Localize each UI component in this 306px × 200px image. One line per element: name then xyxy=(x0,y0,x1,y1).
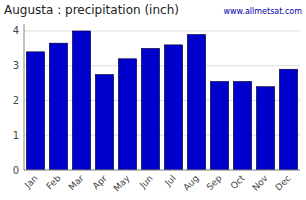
x-tick-label: Aug xyxy=(181,173,201,193)
bar xyxy=(164,45,182,170)
grid-line xyxy=(24,170,300,171)
x-tick-label: Nov xyxy=(250,173,270,193)
x-tick-label: Dec xyxy=(273,173,292,192)
x-axis-line xyxy=(24,170,300,171)
x-tick-label: May xyxy=(112,173,133,194)
x-tick-label: Jan xyxy=(22,173,40,191)
y-tick-label: 1 xyxy=(13,130,19,141)
bar xyxy=(279,69,297,170)
y-tick-label: 4 xyxy=(13,25,19,36)
x-tick-label: Mar xyxy=(67,173,86,192)
bar xyxy=(256,87,274,170)
bars xyxy=(26,31,297,170)
bar xyxy=(49,43,67,170)
x-tick-label: Sep xyxy=(205,173,224,192)
bar xyxy=(118,59,136,170)
y-tick-label: 2 xyxy=(13,95,19,106)
chart: Augusta : precipitation (inch) www.allmet… xyxy=(0,0,306,200)
bar xyxy=(210,81,228,170)
x-tick-label: Jun xyxy=(137,173,155,191)
bar xyxy=(26,52,44,170)
y-tick-label: 3 xyxy=(13,60,19,71)
bar xyxy=(72,31,90,170)
y-tick-label: 0 xyxy=(13,165,19,176)
bar xyxy=(141,48,159,170)
annotation: www.allmetsat.com xyxy=(224,7,303,16)
grid xyxy=(24,31,300,170)
y-axis-line xyxy=(24,24,25,170)
x-tick-label: Oct xyxy=(229,173,247,191)
x-tick-label: Jul xyxy=(162,173,177,188)
x-tick-label: Feb xyxy=(44,173,63,192)
bar xyxy=(187,34,205,170)
title: Augusta : precipitation (inch) xyxy=(4,3,179,17)
grid-line xyxy=(24,30,300,31)
bar xyxy=(233,81,251,170)
x-tick-label: Apr xyxy=(91,173,109,191)
bar xyxy=(95,74,113,170)
